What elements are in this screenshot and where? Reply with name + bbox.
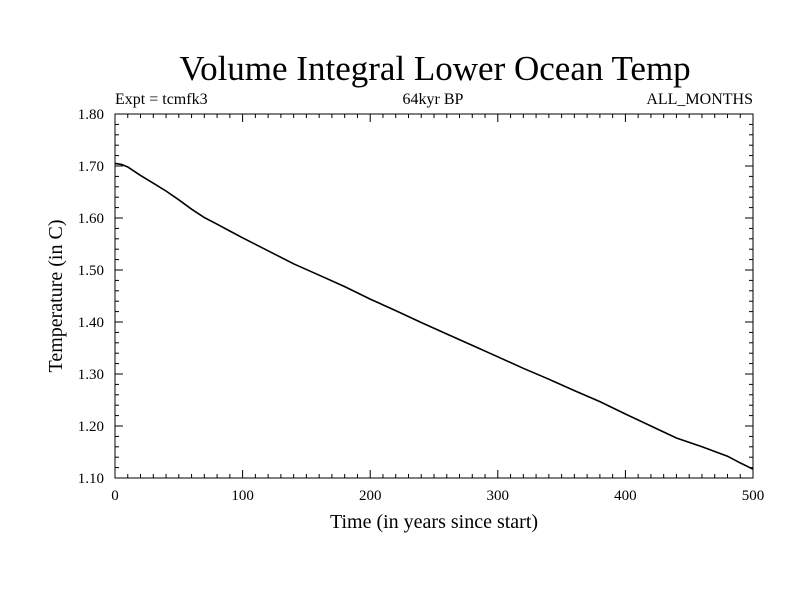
x-tick-label: 0 [111, 488, 119, 504]
axis-ticks [114, 113, 754, 479]
y-tick-label: 1.60 [78, 211, 104, 227]
x-tick-labels: 0 100 200 300 400 500 [111, 488, 764, 504]
y-tick-label: 1.10 [78, 471, 104, 487]
y-axis-label: Temperature (in C) [45, 220, 67, 373]
y-tick-label: 1.50 [78, 263, 104, 279]
y-tick-label: 1.80 [78, 107, 104, 123]
x-tick-label: 200 [359, 488, 382, 504]
temperature-line [114, 162, 754, 470]
y-tick-label: 1.20 [78, 419, 104, 435]
y-tick-labels: 1.10 1.20 1.30 1.40 1.50 1.60 1.70 1.80 [78, 107, 104, 487]
plot-frame [114, 113, 754, 479]
period-label: 64kyr BP [403, 91, 464, 108]
x-axis-label: Time (in years since start) [330, 511, 538, 533]
y-tick-label: 1.40 [78, 315, 104, 331]
months-label: ALL_MONTHS [646, 91, 753, 108]
y-tick-label: 1.30 [78, 367, 104, 383]
y-tick-label: 1.70 [78, 159, 104, 175]
experiment-label: Expt = tcmfk3 [115, 91, 208, 108]
x-tick-label: 400 [614, 488, 637, 504]
x-tick-label: 500 [742, 488, 765, 504]
chart-title: Volume Integral Lower Ocean Temp [179, 49, 690, 88]
x-tick-label: 300 [487, 488, 510, 504]
x-tick-label: 100 [231, 488, 254, 504]
